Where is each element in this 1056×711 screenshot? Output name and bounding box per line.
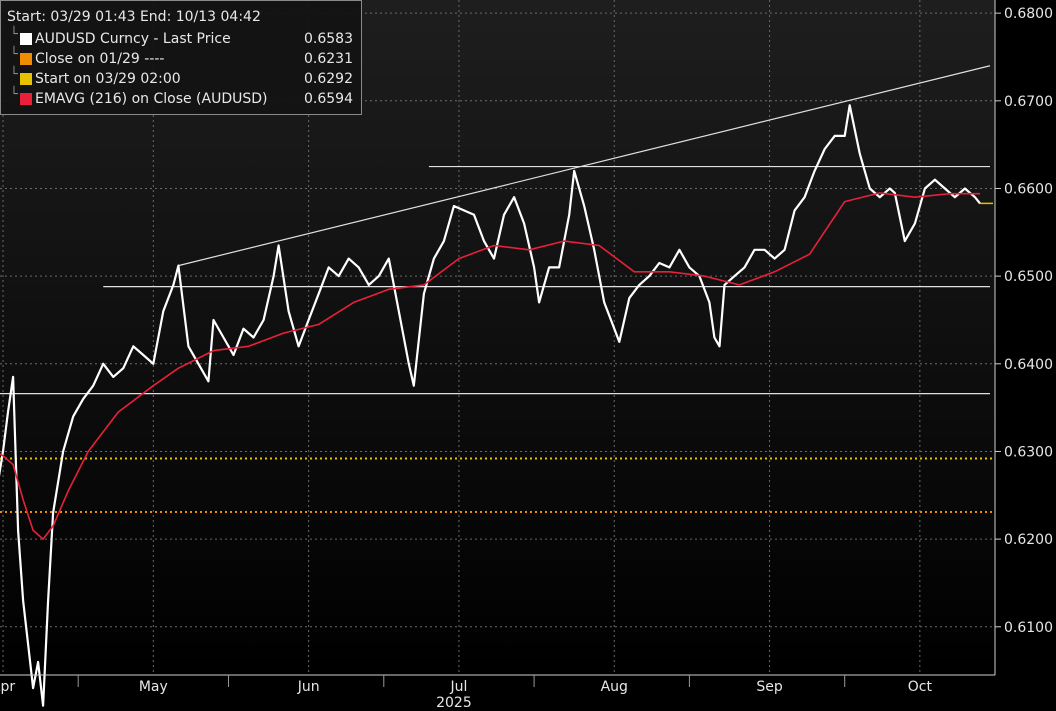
legend-swatch-orange	[20, 53, 32, 65]
legend: Start: 03/29 01:43 End: 10/13 04:42 └ AU…	[0, 0, 362, 115]
legend-item-emavg: └ EMAVG (216) on Close (AUDUSD) 0.6594	[10, 87, 353, 107]
legend-value: 0.6594	[304, 91, 353, 107]
legend-label: EMAVG (216) on Close (AUDUSD)	[35, 91, 268, 107]
x-tick-label: Apr	[0, 679, 15, 695]
legend-header: Start: 03/29 01:43 End: 10/13 04:42	[7, 9, 261, 25]
legend-swatch-yellow	[20, 73, 32, 85]
y-tick-label: 0.6700	[1004, 94, 1053, 110]
ema-series-line	[0, 192, 980, 540]
x-tick-label: Jun	[297, 679, 320, 695]
legend-value: 0.6231	[304, 51, 353, 67]
x-tick-label: May	[139, 679, 168, 695]
legend-label: Start on 03/29 02:00	[35, 71, 181, 87]
legend-item-start-0329: └ Start on 03/29 02:00 0.6292	[10, 67, 353, 87]
x-tick-label: Jul	[449, 679, 467, 695]
legend-item-close-0129: └ Close on 01/29 ---- 0.6231	[10, 47, 353, 67]
price-series-line	[0, 104, 981, 707]
y-tick-label: 0.6500	[1004, 269, 1053, 285]
y-tick-label: 0.6300	[1004, 444, 1053, 460]
legend-value: 0.6292	[304, 71, 353, 87]
x-axis-label: 2025	[436, 695, 472, 711]
y-tick-label: 0.6400	[1004, 357, 1053, 373]
legend-swatch-red	[20, 93, 32, 105]
trend-lines	[0, 65, 991, 395]
x-tick-label: Oct	[908, 679, 933, 695]
legend-label: Close on 01/29 ----	[35, 51, 165, 67]
trend-line	[178, 65, 991, 267]
y-tick-label: 0.6600	[1004, 181, 1053, 197]
reference-lines	[0, 457, 995, 513]
x-tick-label: Sep	[756, 679, 783, 695]
y-tick-label: 0.6100	[1004, 620, 1053, 636]
legend-label: AUDUSD Curncy - Last Price	[35, 31, 231, 47]
legend-value: 0.6583	[304, 31, 353, 47]
x-tick-label: Aug	[601, 679, 628, 695]
y-tick-label: 0.6800	[1004, 6, 1053, 22]
series	[0, 104, 993, 707]
legend-item-last-price: └ AUDUSD Curncy - Last Price 0.6583	[10, 27, 353, 47]
y-tick-label: 0.6200	[1004, 532, 1053, 548]
legend-swatch-white	[20, 33, 32, 45]
